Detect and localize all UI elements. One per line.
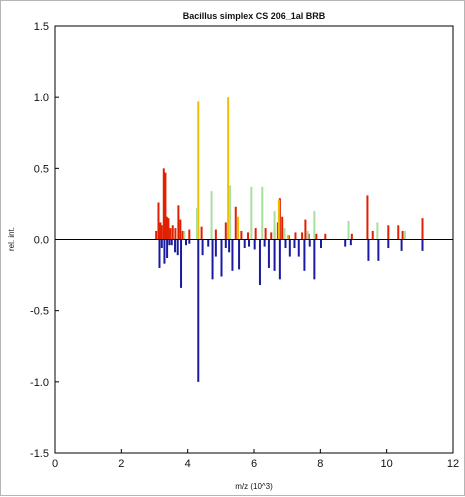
axes-layer: 0 2 4 6 8 10 12 1.5 1.0 0.5 0.0 -0.5 -1.0 -1.5 bbox=[30, 21, 459, 470]
y-tick-label-4: -0.5 bbox=[30, 306, 49, 318]
y-tick-label-1: 1.0 bbox=[34, 92, 49, 104]
y-tick-label-0: 1.5 bbox=[34, 21, 49, 33]
x-tick-label-3: 6 bbox=[251, 458, 257, 470]
y-tick-label-2: 0.5 bbox=[34, 163, 49, 175]
y-axis-title: rel. int. bbox=[7, 227, 16, 251]
y-tick-label-5: -1.0 bbox=[30, 377, 49, 389]
x-tick-label-5: 10 bbox=[381, 458, 393, 470]
y-tick-label-3: 0.0 bbox=[34, 235, 49, 247]
x-tick-label-1: 2 bbox=[118, 458, 124, 470]
x-tick-label-0: 0 bbox=[52, 458, 58, 470]
x-axis-title: m/z (10^3) bbox=[235, 482, 273, 491]
x-tick-label-6: 12 bbox=[447, 458, 459, 470]
y-tick-label-6: -1.5 bbox=[30, 448, 49, 460]
bars-layer bbox=[155, 97, 424, 382]
chart-title: Bacillus simplex CS 206_1al BRB bbox=[183, 11, 326, 21]
x-tick-label-4: 8 bbox=[317, 458, 323, 470]
x-tick-label-2: 4 bbox=[185, 458, 191, 470]
